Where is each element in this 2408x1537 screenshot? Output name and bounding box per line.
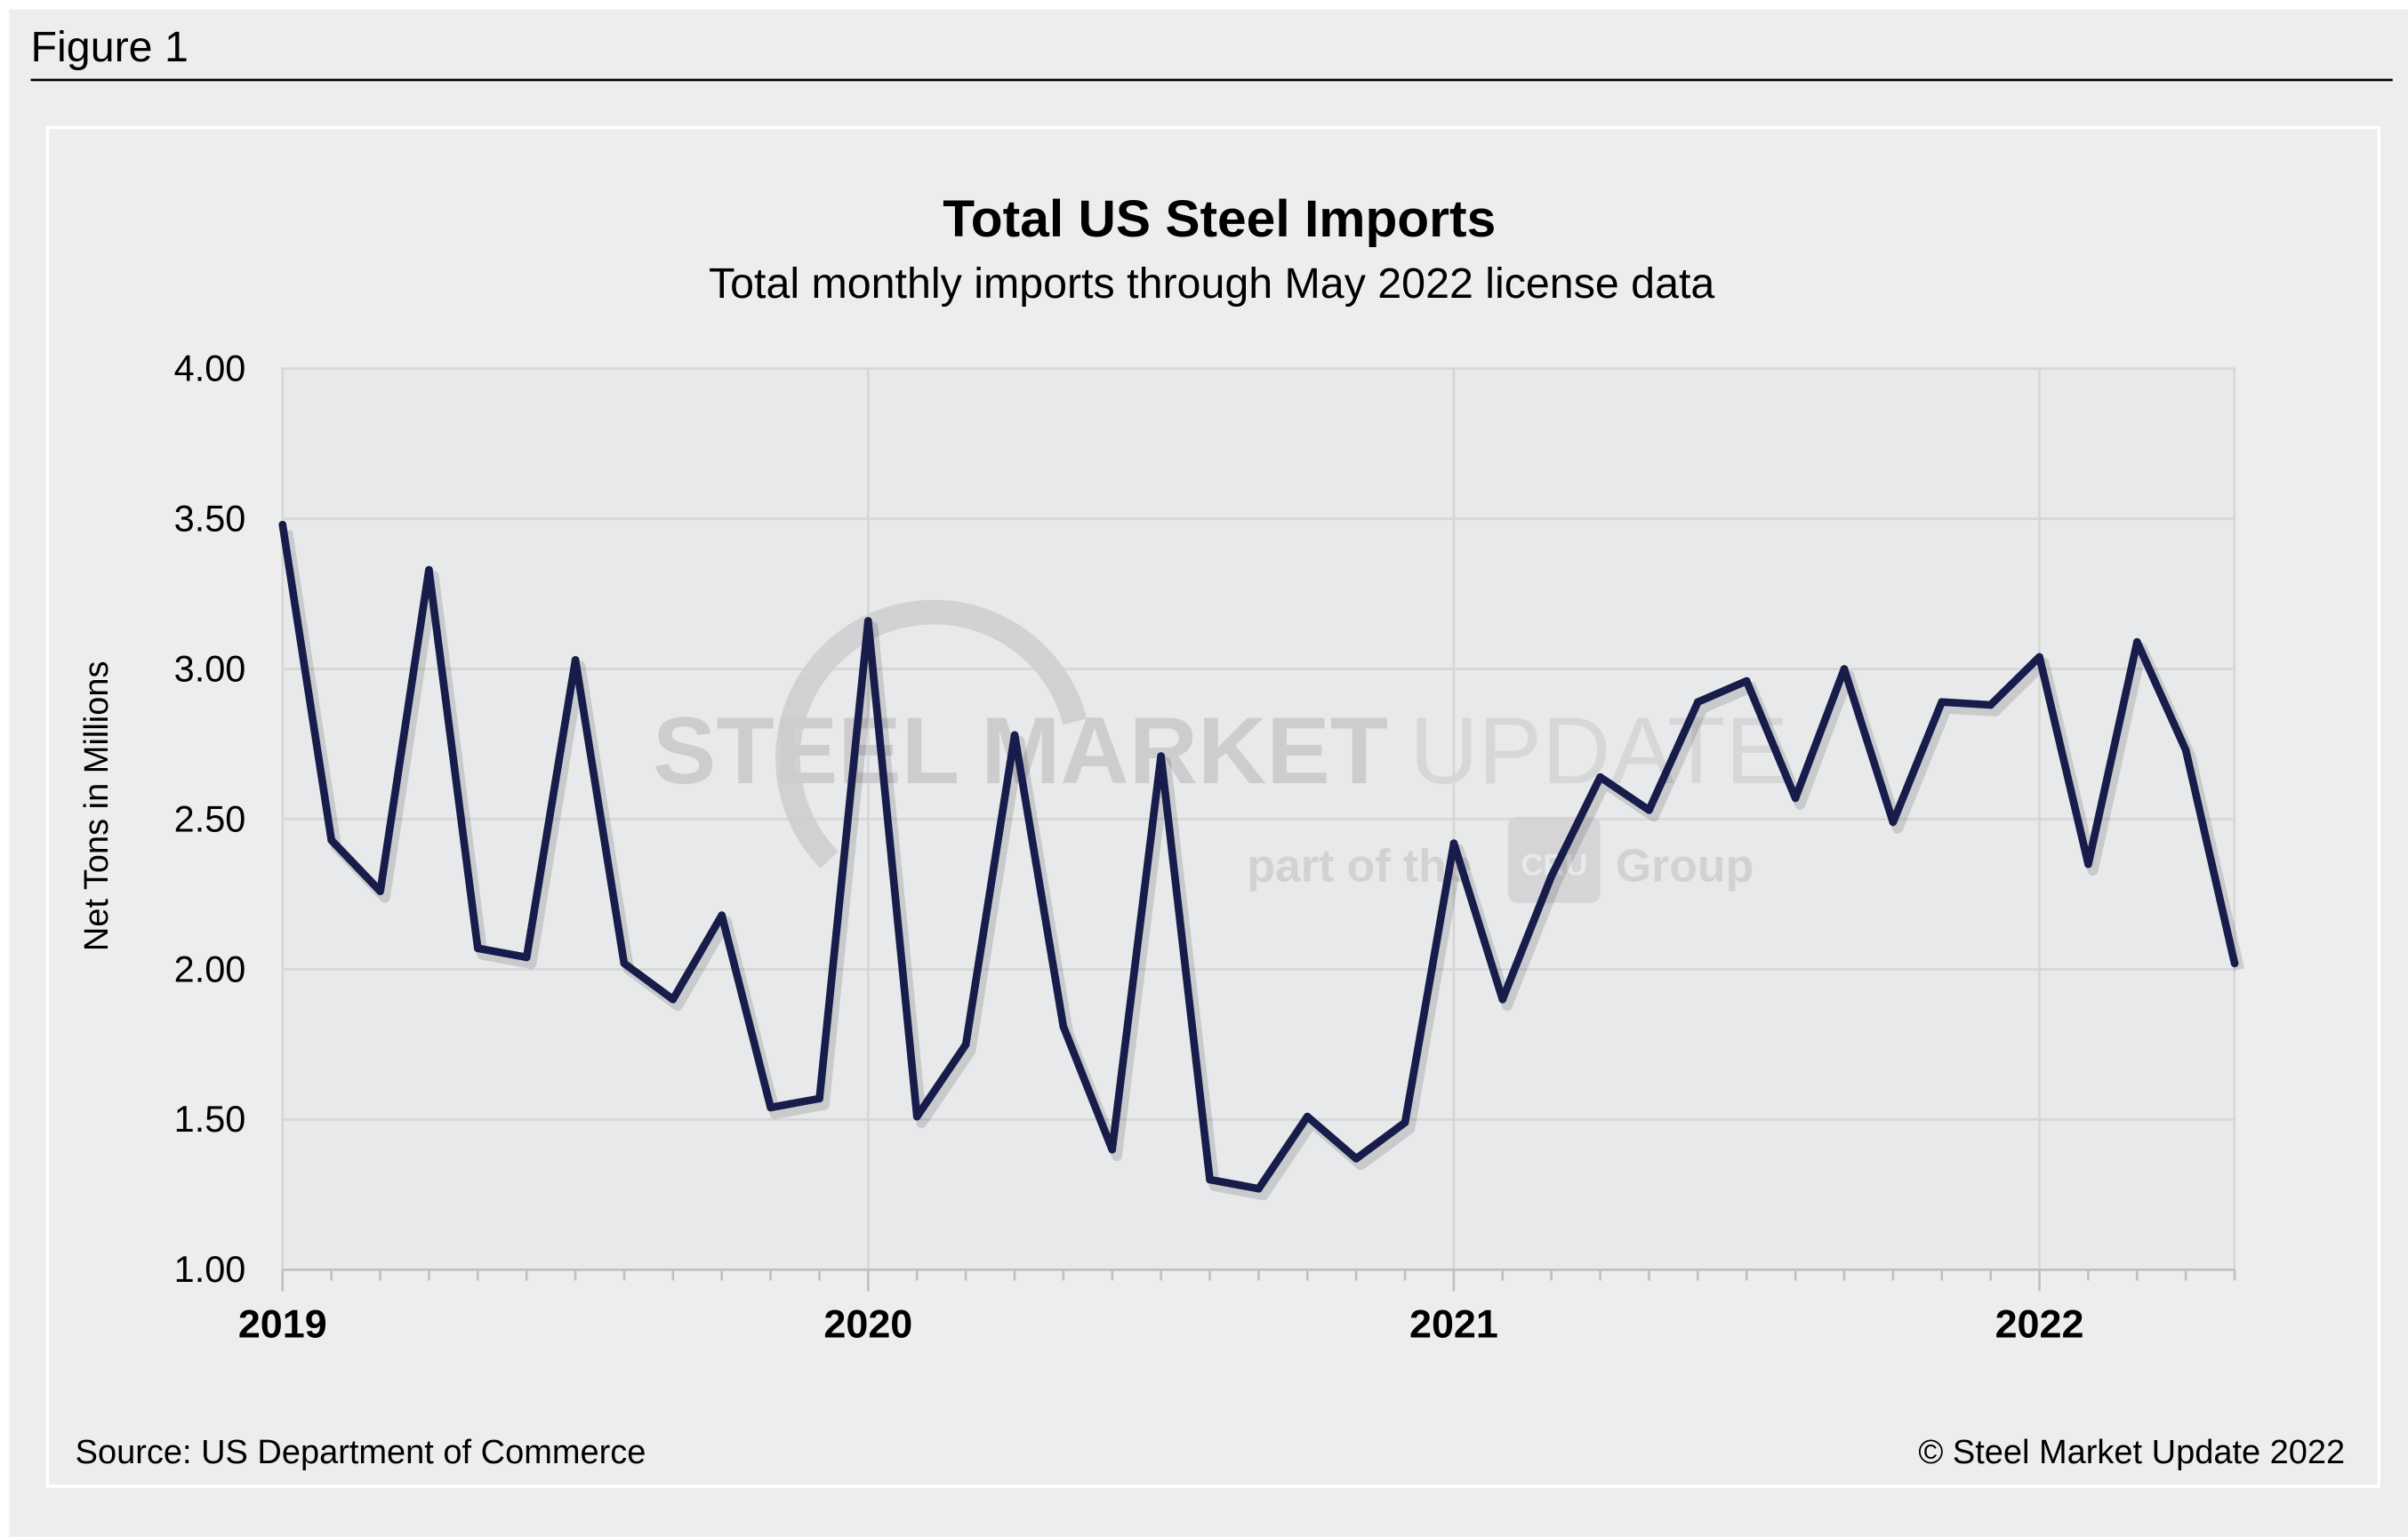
x-tick-label: 2022 xyxy=(1995,1301,2084,1346)
data-point xyxy=(571,656,580,664)
y-tick-label: 1.50 xyxy=(174,1098,246,1140)
data-point xyxy=(425,565,433,574)
data-point xyxy=(1645,806,1653,814)
data-point xyxy=(1255,1184,1263,1193)
series-line-group xyxy=(278,520,2245,1201)
data-point xyxy=(1987,700,1995,709)
data-point xyxy=(1694,698,1702,707)
watermark-logo-arc xyxy=(775,599,1088,869)
data-point xyxy=(1498,995,1507,1004)
data-point xyxy=(1108,1145,1117,1154)
data-point xyxy=(1547,872,1556,881)
y-tick-label: 2.50 xyxy=(174,797,246,839)
data-point xyxy=(1938,698,1946,707)
data-point xyxy=(278,521,287,529)
data-point xyxy=(815,1094,823,1103)
data-point xyxy=(2230,959,2239,968)
source-note: Source: US Department of Commerce xyxy=(76,1434,646,1471)
data-point xyxy=(1449,839,1458,847)
data-point xyxy=(1401,1118,1409,1127)
data-point xyxy=(473,944,482,953)
data-point xyxy=(327,836,335,845)
y-axis: 1.00 1.50 2.00 2.50 3.00 3.50 4.00 xyxy=(174,347,246,1290)
watermark-subtext: part of the xyxy=(1247,839,1472,891)
data-point xyxy=(961,1040,970,1049)
chart-subtitle: Total monthly imports through May 2022 l… xyxy=(709,260,1714,308)
y-tick-label: 3.50 xyxy=(174,497,246,539)
chart-title: Total US Steel Imports xyxy=(943,190,1496,248)
data-point xyxy=(2181,746,2190,755)
x-axis: 2019 2020 2021 2022 xyxy=(238,1269,2236,1346)
data-point xyxy=(669,995,678,1004)
data-point xyxy=(620,959,629,968)
data-point xyxy=(1596,773,1604,781)
data-point xyxy=(1742,676,1751,685)
data-point xyxy=(1889,818,1898,827)
copyright-note: © Steel Market Update 2022 xyxy=(1918,1434,2345,1471)
data-point xyxy=(1352,1155,1361,1163)
y-tick-label: 1.00 xyxy=(174,1248,246,1290)
watermark-group: Group xyxy=(1616,839,1754,891)
data-point xyxy=(1157,752,1165,760)
data-point xyxy=(767,1103,775,1112)
y-axis-label: Net Tons in Millions xyxy=(78,661,116,952)
gridlines xyxy=(282,368,2235,1270)
figure-label: Figure 1 xyxy=(31,23,189,71)
data-point xyxy=(376,887,384,895)
data-point xyxy=(2084,860,2092,869)
data-point xyxy=(522,953,531,962)
x-tick-label: 2020 xyxy=(823,1301,912,1346)
data-point xyxy=(1840,665,1849,673)
data-point xyxy=(718,911,726,919)
watermark: STEEL MARKET UPDATE part of the CRU Group xyxy=(653,599,1789,903)
data-point xyxy=(1010,731,1019,740)
y-tick-label: 3.00 xyxy=(174,647,246,689)
y-tick-label: 2.00 xyxy=(174,948,246,989)
y-tick-label: 4.00 xyxy=(174,347,246,388)
data-point xyxy=(1059,1022,1068,1030)
data-point xyxy=(864,617,872,625)
cru-logo xyxy=(1507,816,1601,903)
x-tick-label: 2021 xyxy=(1409,1301,1498,1346)
data-point xyxy=(1303,1112,1312,1121)
data-point xyxy=(912,1112,921,1121)
data-point xyxy=(2132,637,2141,646)
data-point xyxy=(1206,1175,1214,1184)
data-point xyxy=(1791,794,1800,803)
x-tick-label: 2019 xyxy=(238,1301,327,1346)
data-point xyxy=(2035,652,2043,661)
